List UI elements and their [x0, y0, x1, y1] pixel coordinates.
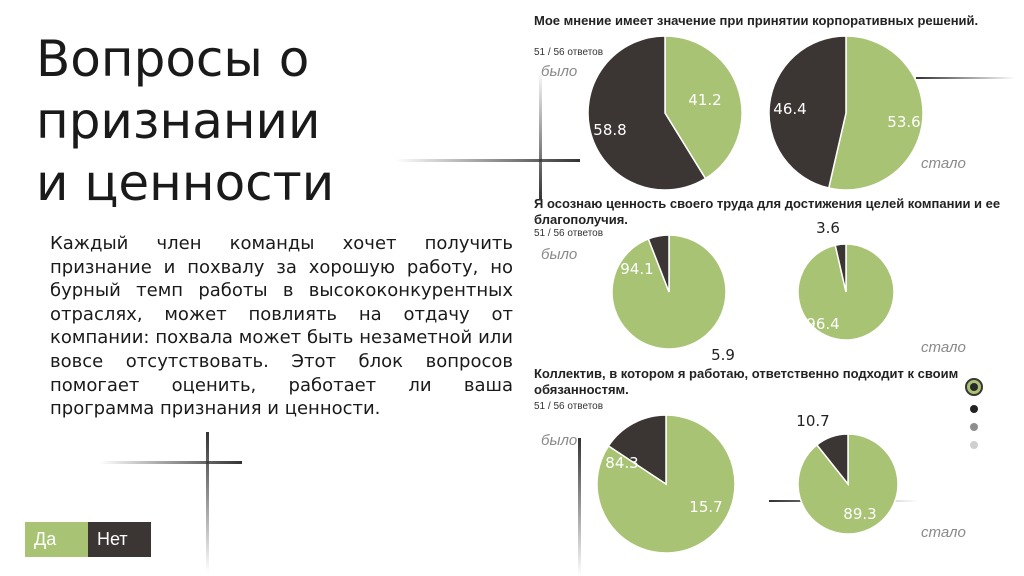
question-1-count: 51 / 56 ответов [534, 47, 604, 58]
nav-dot-1-center [970, 383, 978, 391]
pie-3-after-slice-no [815, 433, 849, 487]
pie-3-after-label-no: 10.7 [796, 412, 829, 430]
pie-1-after-slice-no [768, 35, 847, 189]
pie-2-before-slice-no [647, 234, 670, 293]
pie-1-before-slice-no [587, 35, 707, 191]
title-line-3: и ценности [36, 154, 335, 212]
nav-dot-4[interactable] [970, 441, 978, 449]
question-2-count: 51 / 56 ответов [534, 228, 604, 239]
legend-yes: Да [25, 522, 88, 557]
title-line-1: Вопросы о [36, 30, 310, 88]
question-2-after-label: стало [921, 339, 966, 356]
pie-2-before-label-no: 5.9 [711, 346, 735, 364]
nav-dot-2[interactable] [970, 405, 978, 413]
pie-2-after-label-yes: 96.4 [806, 315, 839, 333]
pie-3-before-slice-yes [596, 414, 736, 554]
question-2-title: Я осознаю ценность своего труда для дост… [534, 196, 1001, 227]
pie-1-after-label-yes: 53.6 [887, 113, 920, 131]
pie-2-after-label-no: 3.6 [816, 219, 840, 237]
title-line-2: признании [36, 92, 321, 150]
pie-3-before-slice-no [607, 414, 667, 486]
question-3-title: Коллектив, в котором я работаю, ответств… [534, 366, 959, 397]
question-3-after-label: стало [921, 524, 966, 541]
question-3-count: 51 / 56 ответов [534, 401, 604, 412]
intro-text: Каждый член команды хочет получить призн… [50, 233, 513, 420]
pie-1-before-label-yes: 41.2 [688, 91, 721, 109]
pie-3-before-label-yes: 84.3 [605, 454, 638, 472]
nav-dot-3[interactable] [970, 423, 978, 431]
pie-3-after-label-yes: 89.3 [843, 505, 876, 523]
question-1-after-label: стало [921, 155, 966, 172]
question-1-title: Мое мнение имеет значение при принятии к… [534, 13, 979, 28]
pie-1-after-slice-yes [827, 35, 924, 191]
pie-1-after-label-no: 46.4 [773, 100, 806, 118]
pie-2-before-label-yes: 94.1 [620, 260, 653, 278]
question-2-before-label: было [541, 246, 578, 263]
pie-1-before-label-no: 58.8 [593, 121, 626, 139]
legend-no: Нет [88, 522, 151, 557]
pie-2-after-slice-no [834, 243, 847, 293]
question-1-before-label: было [541, 63, 578, 80]
page-title: Вопросы о признании и ценности [36, 28, 334, 214]
question-3-before-label: было [541, 432, 578, 449]
pie-3-before-label-no: 15.7 [689, 498, 722, 516]
